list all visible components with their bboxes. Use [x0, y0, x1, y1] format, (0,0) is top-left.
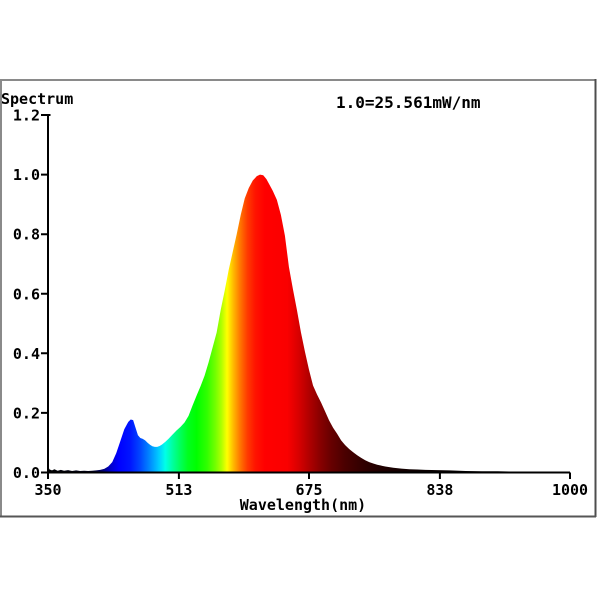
x-tick-label-675: 675	[295, 481, 322, 499]
x-tick-label-1000: 1000	[552, 481, 588, 499]
axes	[41, 114, 571, 479]
y-tick-label-0.0: 0.0	[13, 464, 40, 482]
scale-annotation: 1.0=25.561mW/nm	[336, 93, 481, 112]
y-tick-label-0.8: 0.8	[13, 226, 40, 244]
chart-panel-border	[0, 79, 597, 518]
x-axis-tick-labels: 350 513 675 838 1000	[34, 481, 588, 499]
y-axis-tick-labels: 0.0 0.2 0.4 0.6 0.8 1.0 1.2	[13, 107, 40, 483]
x-axis-label: Wavelength(nm)	[240, 496, 366, 514]
y-tick-label-0.2: 0.2	[13, 404, 40, 422]
y-tick-label-1.0: 1.0	[13, 166, 40, 184]
chart-title: Spectrum	[1, 90, 73, 108]
x-tick-label-513: 513	[165, 481, 192, 499]
y-tick-label-1.2: 1.2	[13, 107, 40, 125]
x-tick-label-350: 350	[34, 481, 61, 499]
x-tick-label-838: 838	[426, 481, 453, 499]
axis-lines-and-ticks	[41, 114, 571, 479]
y-tick-label-0.4: 0.4	[13, 345, 40, 363]
y-tick-label-0.6: 0.6	[13, 285, 40, 303]
spectrum-curve-area	[48, 174, 570, 473]
